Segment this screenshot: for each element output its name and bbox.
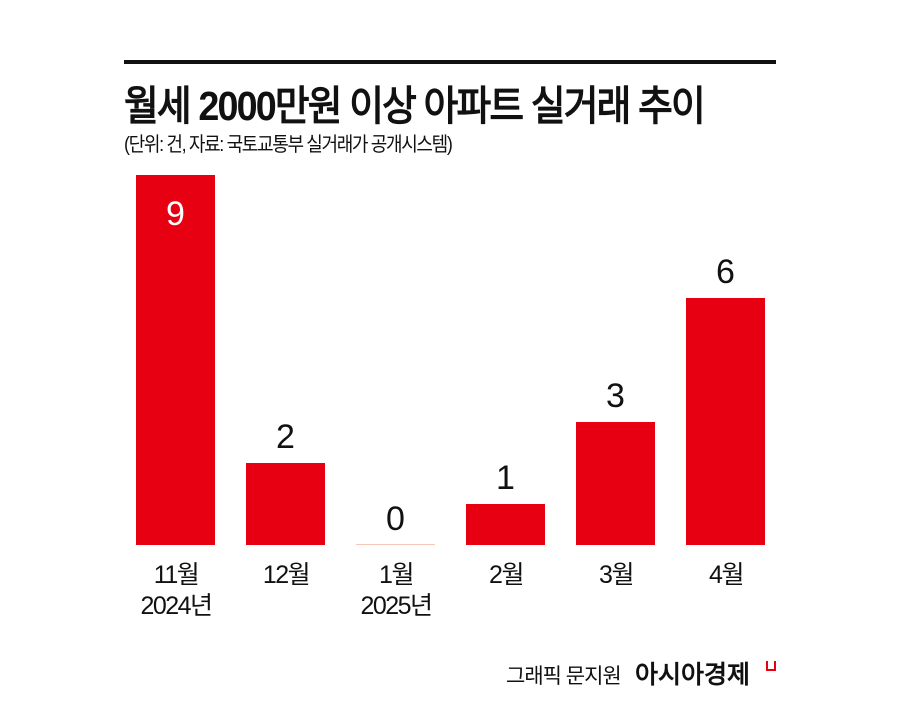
brand-logo: 아시아경제 [635, 661, 751, 689]
graphic-credit: 그래픽 문지원 [506, 665, 622, 688]
x-axis-label: 4월 [671, 560, 781, 591]
bar [246, 462, 325, 545]
x-axis-label: 2월 [451, 560, 561, 591]
bar-value-label: 9 [166, 195, 185, 234]
bar [136, 175, 215, 545]
month-label: 11월 [153, 561, 200, 589]
chart-subtitle: (단위: 건, 자료: 국토교통부 실거래가 공개시스템) [124, 134, 453, 156]
x-axis-label: 11월 2024년 [121, 560, 231, 622]
x-axis-label: 3월 [561, 560, 671, 591]
month-label: 12월 [262, 561, 311, 589]
bar-value-label: 3 [606, 376, 625, 415]
bar [686, 298, 765, 545]
bar [576, 421, 655, 545]
bar-value-label: 6 [716, 253, 735, 292]
year-label: 2024년 [140, 592, 213, 620]
bar-value-label: 1 [496, 458, 515, 497]
x-axis-label: 1월 2025년 [341, 560, 451, 622]
month-label: 4월 [709, 561, 744, 589]
year-label: 2025년 [360, 592, 433, 620]
bar-value-label: 0 [386, 500, 405, 538]
month-label: 3월 [599, 561, 634, 589]
bar [466, 503, 545, 545]
chart-title: 월세 2000만원 이상 아파트 실거래 추이 [124, 83, 706, 129]
x-axis-label: 12월 [231, 560, 341, 591]
month-label: 2월 [489, 561, 524, 589]
brand-mark-icon [766, 661, 776, 671]
bar-value-label: 2 [276, 417, 295, 456]
bar [356, 544, 435, 545]
title-rule [124, 60, 776, 64]
month-label: 1월 [379, 561, 414, 589]
